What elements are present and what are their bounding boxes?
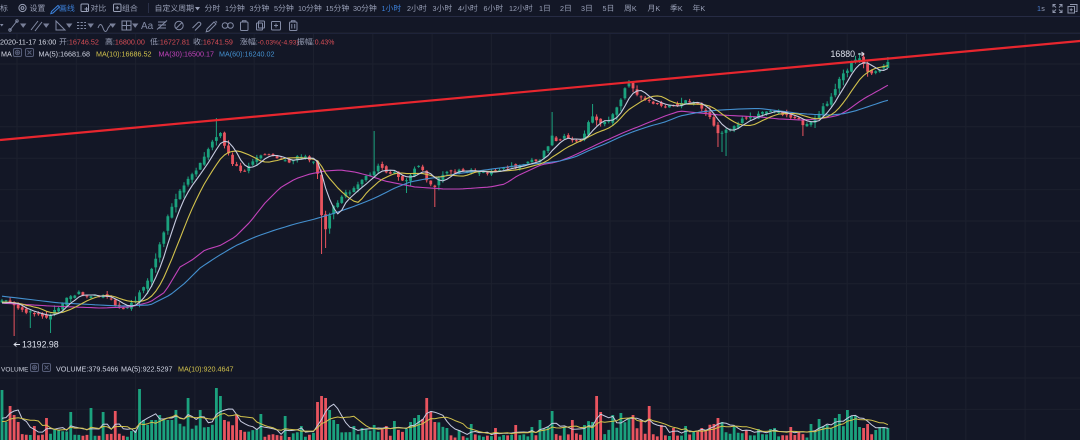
svg-text::: :	[158, 38, 160, 47]
svg-text:MA(30):16500.17: MA(30):16500.17	[159, 50, 215, 59]
svg-text:10: 10	[298, 4, 306, 13]
svg-text:MA: MA	[1, 50, 12, 59]
svg-text:16727.81: 16727.81	[160, 38, 190, 47]
svg-text:MA(10):920.4647: MA(10):920.4647	[178, 365, 234, 374]
svg-text:3: 3	[250, 4, 254, 13]
svg-text:16741.59: 16741.59	[203, 38, 233, 47]
svg-text:5: 5	[274, 4, 278, 13]
svg-text:15: 15	[326, 4, 334, 13]
svg-text:K: K	[655, 4, 660, 13]
svg-text:s: s	[1041, 4, 1045, 13]
svg-text::: :	[256, 38, 258, 47]
svg-text:MA(5):16681.68: MA(5):16681.68	[39, 50, 91, 59]
svg-text:16800.00: 16800.00	[115, 38, 145, 47]
svg-text:0.43%: 0.43%	[315, 40, 335, 47]
svg-text:VOLUME: VOLUME	[1, 367, 29, 374]
svg-text:2: 2	[560, 4, 564, 13]
svg-text:K: K	[678, 4, 683, 13]
svg-text:13192.98: 13192.98	[22, 340, 59, 350]
svg-text::: :	[113, 38, 115, 47]
svg-text:16880: 16880	[831, 49, 856, 59]
svg-text:2: 2	[407, 4, 411, 13]
svg-text:1: 1	[382, 4, 386, 13]
svg-text:Aa: Aa	[141, 21, 154, 32]
svg-text::: :	[67, 38, 69, 47]
svg-text:1: 1	[1037, 4, 1041, 13]
svg-text:2020-11-17 16:00: 2020-11-17 16:00	[0, 38, 56, 47]
svg-text:MA(60):16240.02: MA(60):16240.02	[219, 50, 275, 59]
svg-text:4: 4	[458, 4, 462, 13]
svg-text:16746.52: 16746.52	[69, 38, 99, 47]
svg-text:12: 12	[509, 4, 517, 13]
svg-text:1: 1	[539, 4, 543, 13]
svg-text:6: 6	[484, 4, 488, 13]
svg-text:K: K	[632, 4, 637, 13]
svg-text::: :	[201, 38, 203, 47]
svg-text:30: 30	[353, 4, 361, 13]
svg-text::: :	[313, 38, 315, 47]
svg-text:3: 3	[433, 4, 437, 13]
svg-text:1: 1	[225, 4, 229, 13]
svg-text:3: 3	[581, 4, 585, 13]
svg-text:MA(10):16686.52: MA(10):16686.52	[96, 50, 152, 59]
svg-text:K: K	[700, 4, 705, 13]
svg-text:VOLUME:379.5466: VOLUME:379.5466	[56, 365, 118, 374]
svg-text:MA(5):922.5297: MA(5):922.5297	[121, 365, 173, 374]
svg-text:-0.03%(-4.93): -0.03%(-4.93)	[258, 40, 299, 47]
svg-text:5: 5	[603, 4, 607, 13]
